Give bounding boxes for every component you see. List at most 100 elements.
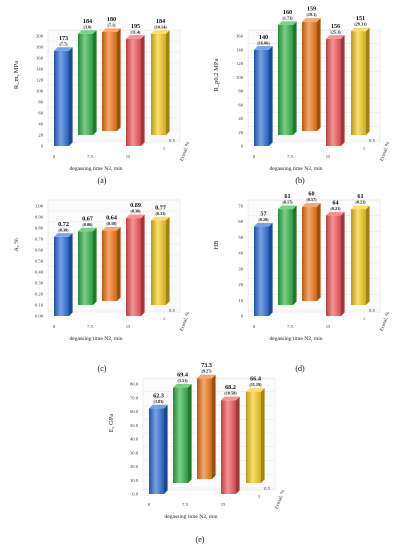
z-tick-label: 0.5 [264,486,270,491]
y-axis-label: A, % [13,238,20,252]
data-label: 0.72 [58,221,69,228]
std-dev-label: (0.20) [258,217,269,222]
bar [78,33,93,135]
x-axis-label: degassing time N2, min [69,336,122,342]
y-tick-label: 160 [236,34,244,39]
std-dev-label: (9.27) [201,369,212,374]
y-tick-label: 140 [36,67,44,72]
bar-top [126,214,145,219]
bar [151,220,166,305]
bar-top [351,205,370,210]
bar-top [302,203,321,207]
y-tick-label: 0.40 [35,270,44,275]
bar [326,215,341,316]
bar-side [117,227,121,301]
y-tick-label: 0 [241,144,244,149]
y-tick-label: 60 [238,102,243,107]
bar-top [254,46,273,50]
data-label: 0.64 [106,215,117,222]
bar-top [326,35,345,39]
bar [149,408,164,494]
std-dev-label: (10.58) [224,391,237,396]
y-tick-label: 140 [236,47,244,52]
std-dev-label: (25.1) [330,29,341,34]
bar [54,236,69,316]
x-tick-label: 15 [126,154,131,159]
data-label: 68.2 [225,384,236,391]
bar-side [317,203,321,301]
data-label: 140 [259,34,268,41]
bar [254,226,269,316]
std-dev-label: (29.31) [354,22,367,27]
y-tick-label: 40 [238,251,243,256]
data-label: 0.89 [130,202,141,209]
bar-side [261,388,265,483]
data-label: 159 [307,6,316,13]
data-label: 62.3 [153,392,164,399]
bar-top [197,374,216,379]
y-tick-label: 30.0 [130,450,139,455]
x-tick-label: 7.5 [182,502,188,507]
y-tick-label: 100 [236,75,244,80]
y-tick-label: 50 [238,235,243,240]
data-label: 173 [59,35,68,42]
y-tick-label: 0 [241,314,244,319]
y-tick-label: 160 [36,56,44,61]
y-tick-label: 0.20 [35,292,44,297]
bar-top [78,30,97,34]
bar-top [102,227,121,231]
panel-label: (d) [295,364,305,373]
panel-label: (e) [196,535,205,544]
bar-side [293,21,297,135]
y-tick-label: 70 [238,204,243,209]
data-label: 57 [260,210,266,217]
bar-side [341,35,345,146]
std-dev-label: (0.17) [282,200,293,205]
std-dev-label: (3.8) [83,24,92,29]
bar [54,50,69,146]
data-label: 0.67 [82,215,93,222]
z-axis-label: Ecosal, % [380,312,392,333]
y-tick-label: 80.0 [130,382,139,387]
data-label: 184 [156,18,165,25]
x-tick-label: 0 [53,154,56,159]
data-label: 69.4 [177,372,188,379]
x-tick-label: 15 [326,154,331,159]
x-tick-label: 15 [221,502,226,507]
data-label: 0.77 [155,204,166,211]
bar-top [254,222,273,227]
bar-side [141,214,145,316]
y-tick-label: 60 [238,219,243,224]
std-dev-label: (7.1) [107,23,116,28]
x-tick-label: 15 [326,324,331,329]
data-label: 64 [332,199,338,206]
bar-side [366,205,370,305]
x-tick-label: 7.5 [287,324,293,329]
bar [173,387,188,483]
bar [78,231,93,305]
y-tick-label: 80 [38,100,43,105]
bar [326,38,341,146]
std-dev-label: (0.06) [82,222,93,227]
bar [221,400,236,494]
bar-top [278,21,297,25]
std-dev-label: (19.1) [306,12,317,17]
z-tick-label: 1 [363,316,366,321]
z-tick-label: 1 [363,146,366,151]
bar-top [102,28,121,32]
data-label: 66.4 [250,376,261,383]
data-label: 195 [131,23,140,30]
y-tick-label: 40 [238,116,243,121]
y-tick-label: 80 [238,89,243,94]
y-tick-label: 70.0 [130,395,139,400]
bar-side [69,233,73,316]
z-tick-label: 0.5 [169,138,175,143]
std-dev-label: (0.57) [306,197,317,202]
z-tick-label: 1 [163,316,166,321]
y-tick-label: 0.50 [35,259,44,264]
y-axis-label: R_m, MPa [13,61,20,89]
bar-top [149,404,168,409]
bar-top [151,30,170,34]
